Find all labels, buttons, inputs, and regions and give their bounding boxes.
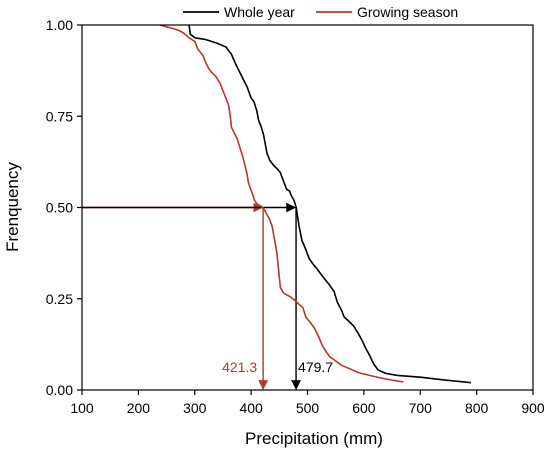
growing-season-median-label: 421.3 <box>222 359 257 375</box>
x-tick-label: 800 <box>465 400 489 416</box>
whole-year-median-label: 479.7 <box>298 359 333 375</box>
legend: Whole year Growing season <box>183 4 458 20</box>
series-layer <box>159 24 472 384</box>
x-axis-label: Precipitation (mm) <box>245 429 383 448</box>
legend-label-whole-year: Whole year <box>224 4 295 20</box>
x-axis-ticks: 100 200 300 400 500 600 700 800 900 <box>70 390 545 416</box>
whole-year-line <box>188 24 472 384</box>
x-tick-label: 600 <box>352 400 376 416</box>
y-tick-label: 0.75 <box>46 108 73 124</box>
y-tick-label: 0.25 <box>46 291 73 307</box>
x-tick-label: 100 <box>70 400 94 416</box>
x-tick-label: 300 <box>183 400 207 416</box>
legend-label-growing-season: Growing season <box>357 4 458 20</box>
x-tick-label: 900 <box>521 400 545 416</box>
x-tick-label: 400 <box>239 400 263 416</box>
y-tick-label: 0.00 <box>46 382 73 398</box>
growing-season-line <box>159 24 404 383</box>
x-tick-label: 200 <box>127 400 151 416</box>
y-axis-label: Frenquency <box>3 162 22 252</box>
y-tick-label: 1.00 <box>46 17 73 33</box>
y-axis-ticks: 0.00 0.25 0.50 0.75 1.00 <box>46 17 82 398</box>
y-tick-label: 0.50 <box>46 200 73 216</box>
annotation-layer: 421.3 479.7 <box>82 202 333 390</box>
x-tick-label: 700 <box>409 400 433 416</box>
x-tick-label: 500 <box>296 400 320 416</box>
